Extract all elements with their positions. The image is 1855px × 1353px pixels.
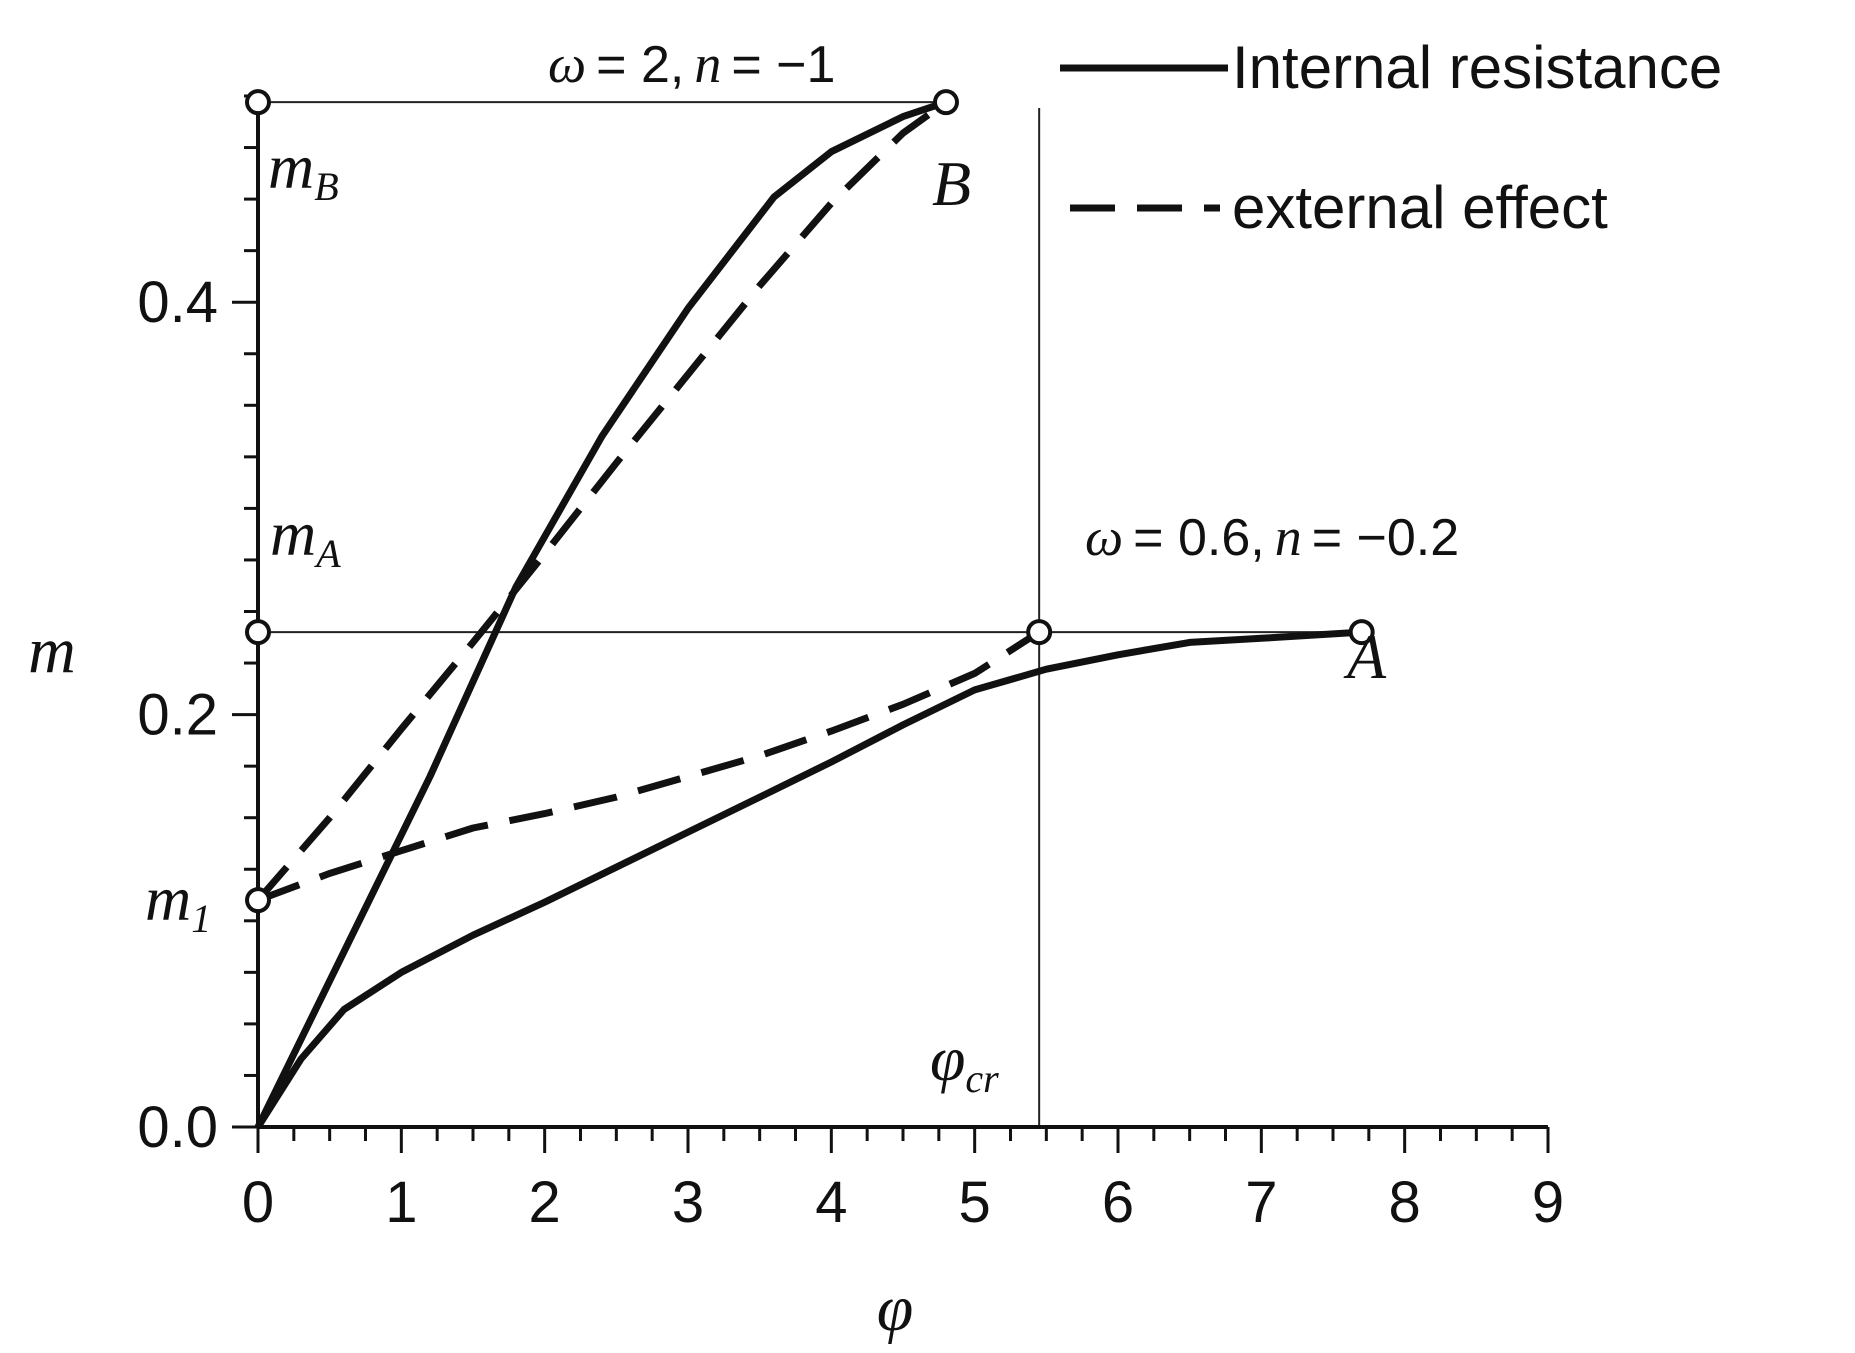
label-m-B: mB xyxy=(268,131,339,209)
y-tick-label: 0.2 xyxy=(137,683,218,748)
annotation-bottom-curve: ω = 0.6, n = −0.2 xyxy=(1085,507,1459,567)
y-tick-label: 0.0 xyxy=(137,1095,218,1160)
x-tick-label: 6 xyxy=(1102,1170,1134,1235)
label-point-B: B xyxy=(932,148,971,219)
reference-lines xyxy=(258,101,1362,1127)
point-marker xyxy=(245,89,271,116)
annotation-top-curve: ω = 2, n = −1 xyxy=(548,34,835,94)
point-marker xyxy=(1026,619,1053,646)
point-marker xyxy=(245,619,271,646)
x-tick-label: 8 xyxy=(1389,1170,1421,1235)
label-m-1: m1 xyxy=(145,863,211,941)
x-tick-label: 0 xyxy=(242,1170,274,1235)
series-external-effect-3 xyxy=(256,629,1042,904)
series-layer xyxy=(254,98,1362,1129)
legend-label-internal-resistance: Internal resistance xyxy=(1232,34,1722,101)
y-axis-title: m xyxy=(28,614,76,687)
x-tick-label: 4 xyxy=(815,1170,847,1235)
axes: 0 1 2 3 4 5 6 7 8 9 0.0 0.2 0.4 xyxy=(137,94,1564,1235)
point-marker xyxy=(933,89,959,116)
x-tick-label: 2 xyxy=(529,1170,561,1235)
legend: Internal resistance external effect xyxy=(1060,34,1722,241)
legend-label-external-effect: external effect xyxy=(1232,174,1608,241)
series-external-effect-1 xyxy=(255,99,949,903)
point-marker xyxy=(245,887,271,914)
series-internal-resistance-2 xyxy=(255,628,1362,1129)
x-tick-label: 7 xyxy=(1245,1170,1277,1235)
x-tick-label: 9 xyxy=(1532,1170,1564,1235)
x-tick-label: 5 xyxy=(959,1170,991,1235)
y-tick-label: 0.4 xyxy=(137,270,218,335)
label-phi-cr: φcr xyxy=(930,1023,999,1101)
markers-layer xyxy=(245,89,1375,914)
point-marker xyxy=(1348,619,1375,646)
series-internal-resistance-0 xyxy=(254,98,948,1129)
x-tick-label: 3 xyxy=(672,1170,704,1235)
label-point-A: A xyxy=(1343,621,1387,692)
x-tick-label: 1 xyxy=(385,1170,417,1235)
label-m-A: mA xyxy=(270,498,341,576)
x-axis-title: φ xyxy=(877,1272,914,1345)
